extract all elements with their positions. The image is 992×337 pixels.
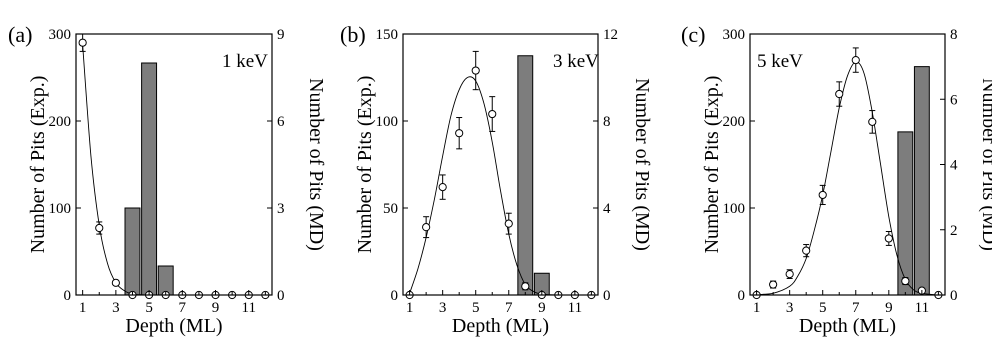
exp-point: [438, 183, 447, 192]
x-tick-label: 11: [568, 300, 582, 316]
x-tick-label: 1: [79, 300, 87, 316]
exp-point: [95, 223, 104, 233]
y-left-tick-label: 0: [738, 288, 746, 304]
exp-point: [884, 234, 893, 243]
x-tick-label: 3: [786, 300, 794, 316]
x-tick-label: 3: [439, 300, 447, 316]
y-right-axis-label: Number of Pits (MD): [305, 78, 327, 251]
x-tick-label: 7: [852, 300, 860, 316]
y-left-tick-label: 200: [49, 114, 72, 130]
exp-point: [785, 270, 794, 279]
y-right-tick-label: 8: [950, 27, 958, 43]
x-axis-label: Depth (ML): [125, 315, 222, 337]
x-tick-label: 5: [472, 300, 480, 316]
x-tick-label: 1: [406, 300, 414, 316]
y-left-axis-label: Number of Pits (Exp.): [701, 76, 723, 254]
y-left-tick-label: 150: [376, 27, 399, 43]
x-tick-label: 7: [505, 300, 513, 316]
exp-point: [111, 278, 120, 287]
panel-2: 1 3 5 7 9 11 0 50 100 150 0 4 8 12 Depth (ML) Number of…: [340, 22, 653, 337]
y-right-tick-label: 9: [277, 27, 285, 43]
y-left-tick-label: 50: [383, 201, 398, 217]
exp-point: [455, 129, 464, 138]
y-left-tick-label: 100: [376, 114, 399, 130]
x-axis-label: Depth (ML): [452, 315, 549, 337]
exp-point: [488, 109, 497, 119]
panel-3: 1 3 5 7 9 11 0 100 200 300 0 2 4 6 8 Depth (ML) Number o…: [681, 22, 992, 337]
y-left-axis-label: Number of Pits (Exp.): [27, 76, 49, 254]
x-tick-label: 1: [753, 300, 761, 316]
exp-point: [901, 276, 910, 286]
y-left-axis-label: Number of Pits (Exp.): [354, 76, 376, 254]
y-left-tick-label: 0: [391, 288, 399, 304]
y-right-tick-label: 12: [603, 27, 618, 43]
exp-point: [504, 219, 513, 228]
x-axis-label: Depth (ML): [799, 315, 896, 337]
fit-curve: [82, 44, 266, 296]
y-right-axis-label: Number of Pits (MD): [978, 78, 992, 251]
md-bar: [157, 265, 174, 296]
md-bar: [913, 66, 930, 296]
y-left-tick-label: 300: [723, 27, 746, 43]
x-tick-label: 5: [819, 300, 827, 316]
x-tick-label: 3: [112, 300, 120, 316]
energy-annotation: 1 keV: [222, 51, 268, 72]
x-tick-label: 7: [179, 300, 187, 316]
exp-point: [802, 246, 811, 255]
y-right-tick-label: 0: [950, 288, 958, 304]
y-right-tick-label: 4: [950, 158, 958, 174]
y-right-tick-label: 4: [603, 201, 611, 217]
x-tick-label: 11: [915, 300, 929, 316]
exp-point: [818, 190, 827, 200]
x-tick-label: 9: [885, 300, 893, 316]
md-bar: [124, 207, 141, 296]
y-left-tick-label: 100: [49, 201, 72, 217]
md-bar: [517, 55, 534, 296]
x-tick-label: 9: [538, 300, 546, 316]
exp-point: [521, 282, 530, 291]
y-right-tick-label: 6: [950, 92, 958, 108]
energy-annotation: 5 keV: [757, 51, 803, 72]
panel-label: (a): [8, 22, 32, 47]
x-tick-label: 9: [212, 300, 220, 316]
exp-point: [835, 89, 844, 99]
y-right-axis-label: Number of Pits (MD): [631, 78, 653, 251]
energy-annotation: 3 keV: [553, 51, 599, 72]
y-left-tick-label: 100: [723, 201, 746, 217]
y-right-tick-label: 2: [950, 223, 958, 239]
y-right-tick-label: 0: [277, 288, 285, 304]
x-tick-label: 11: [242, 300, 256, 316]
exp-point: [78, 38, 87, 47]
y-right-tick-label: 8: [603, 114, 611, 130]
md-bar: [897, 131, 914, 296]
exp-point: [868, 117, 877, 126]
y-left-tick-label: 200: [723, 114, 746, 130]
y-left-tick-label: 0: [64, 288, 72, 304]
panel-label: (b): [340, 22, 366, 47]
exp-point: [769, 280, 778, 289]
panel-label: (c): [681, 22, 705, 47]
exp-point: [422, 223, 431, 232]
exp-point: [471, 66, 480, 75]
plot-frame: [402, 33, 599, 296]
x-tick-label: 5: [145, 300, 153, 316]
y-right-tick-label: 0: [603, 288, 611, 304]
md-bar: [141, 62, 158, 296]
plot-frame: [75, 33, 273, 296]
fit-curve: [409, 76, 592, 296]
y-right-tick-label: 3: [277, 201, 285, 217]
y-right-tick-label: 6: [277, 114, 285, 130]
y-left-tick-label: 300: [49, 27, 72, 43]
exp-point: [851, 56, 860, 65]
